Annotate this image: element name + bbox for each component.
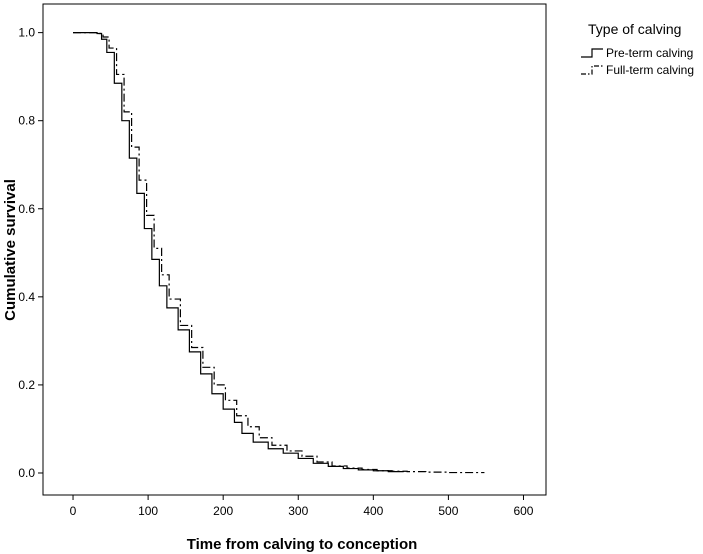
x-tick-label: 400	[363, 504, 383, 518]
x-tick-label: 600	[513, 504, 533, 518]
y-tick-label: 0.0	[18, 466, 35, 480]
x-tick-label: 500	[438, 504, 458, 518]
x-tick-label: 200	[213, 504, 233, 518]
y-axis: 0.0 0.2 0.4 0.6 0.8 1.0	[18, 26, 43, 480]
legend-label: Full-term calving	[606, 63, 694, 77]
legend-title: Type of calving	[588, 21, 681, 37]
legend-label: Pre-term calving	[606, 46, 693, 60]
x-tick-label: 0	[70, 504, 77, 518]
legend-entries: Pre-term calving Full-term calving	[581, 46, 694, 77]
legend-symbol	[581, 48, 603, 58]
y-tick-label: 0.4	[18, 290, 35, 304]
legend-entry-1: Pre-term calving	[581, 46, 693, 60]
series-line-2	[73, 32, 485, 474]
y-tick-label: 1.0	[18, 26, 35, 40]
y-tick-label: 0.2	[18, 378, 35, 392]
y-tick-label: 0.8	[18, 114, 35, 128]
y-tick-label: 0.6	[18, 202, 35, 216]
x-tick-label: 100	[138, 504, 158, 518]
x-axis-title: Time from calving to conception	[187, 536, 418, 553]
x-tick-label: 300	[288, 504, 308, 518]
series-line-1	[73, 32, 404, 473]
x-axis: 0 100 200 300 400 500 600	[70, 495, 534, 518]
legend-entry-2: Full-term calving	[581, 63, 694, 77]
y-axis-title: Cumulative survival	[2, 179, 19, 321]
plot-area-frame	[42, 3, 547, 496]
legend: Type of calving Pre-term calving Full-ter…	[581, 21, 694, 77]
series-layer	[73, 32, 485, 474]
legend-symbol	[581, 65, 603, 75]
